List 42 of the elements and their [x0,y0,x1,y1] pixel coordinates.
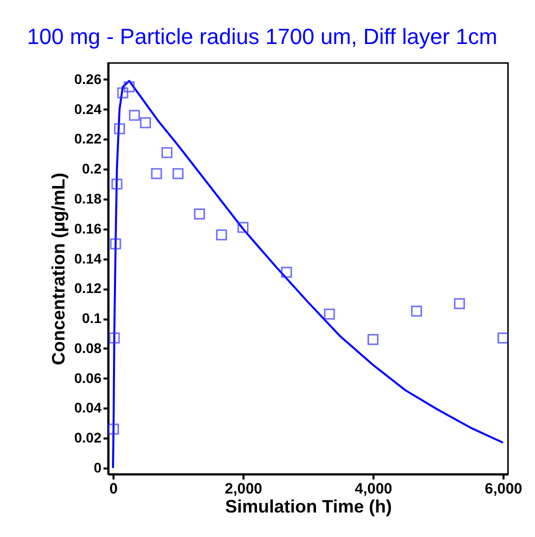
point [128,110,140,121]
point [238,222,248,233]
x-tick-label: 6,000 [484,480,522,498]
point [498,332,508,344]
y-tick-label: 0.2 [82,160,102,177]
point [108,424,120,435]
y-tick-label: 0.26 [74,70,102,87]
point [216,229,228,240]
point [411,306,422,317]
point [324,308,335,320]
chart-title: 100 mg - Particle radius 1700 um, Diff layer 1cm [27,24,498,49]
y-tick-label: 0.06 [74,370,102,386]
y-tick-label: 0.14 [74,250,102,266]
point [161,147,172,158]
point [114,123,125,134]
y-tick-label: 0.12 [74,280,102,296]
y-tick-label: 0.04 [74,400,102,416]
point [140,117,151,128]
y-tick-label: 0.18 [74,190,102,207]
point [194,208,205,220]
y-tick-label: 0 [94,460,102,476]
y-axis-title: Concentration (µg/mL) [48,172,68,366]
y-tick-label: 0.16 [74,220,102,236]
y-tick-label: 0.08 [74,340,102,356]
point [110,238,122,250]
point [117,87,128,98]
y-tick-label: 0.24 [74,100,102,117]
point [124,81,135,92]
point [281,266,292,278]
point [368,334,378,345]
x-axis-title: Simulation Time (h) [225,496,392,516]
point [454,298,465,310]
y-tick-label: 0.22 [74,130,102,147]
x-tick-label: 2,000 [224,480,262,498]
y-tick-label: 0.1 [82,310,102,326]
point [172,168,184,180]
x-tick-label: 4,000 [354,480,392,498]
point [111,178,122,190]
point [108,332,120,344]
point [151,168,162,180]
x-tick-label: 0 [109,480,118,498]
y-tick-label: 0.02 [74,430,102,446]
